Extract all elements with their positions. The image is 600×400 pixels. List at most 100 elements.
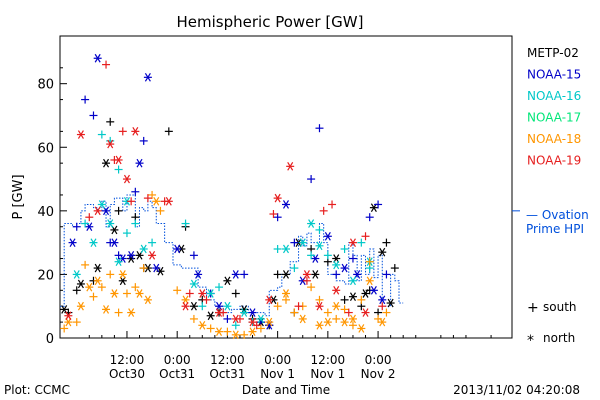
point-noaa-18-north [282, 289, 290, 298]
y-axis-ticks: 0 20 40 60 80 [37, 67, 67, 347]
point-noaa-16-north [256, 314, 265, 324]
point-noaa-19-south [361, 232, 370, 241]
point-noaa-18-north [357, 324, 366, 333]
point-noaa-16-north [189, 279, 198, 289]
point-metp-02-north [361, 289, 370, 298]
point-noaa-18-south [89, 292, 98, 301]
marker-key-north-label: north [543, 331, 575, 345]
point-noaa-18-north [378, 317, 387, 327]
point-noaa-19-south [344, 308, 353, 317]
point-metp-02-south [114, 206, 123, 215]
point-noaa-19-north [181, 301, 190, 311]
point-noaa-16-north [348, 276, 357, 286]
point-noaa-18-north [298, 314, 307, 324]
point-noaa-19-north [131, 127, 140, 136]
ovation-legend-label: — Ovation [526, 208, 589, 222]
point-metp-02-north [378, 247, 387, 257]
ovation-legend-label-2: Prime HPI [526, 222, 584, 236]
point-noaa-15-south [307, 175, 316, 184]
point-noaa-16-south [181, 219, 190, 228]
point-metp-02-north [311, 270, 320, 279]
legend-entry: NOAA-19 [527, 154, 581, 168]
point-noaa-16-north [72, 270, 81, 279]
x-tick-label-time: 12:00 [311, 353, 346, 367]
point-noaa-19-north [93, 206, 102, 216]
point-noaa-19-north [315, 301, 324, 311]
point-noaa-15-north [378, 295, 387, 305]
point-noaa-15-south [223, 314, 232, 323]
point-noaa-15-south [72, 222, 81, 231]
point-noaa-18-south [273, 302, 282, 311]
point-metp-02-north [282, 270, 290, 279]
point-noaa-19-north [302, 270, 311, 279]
point-noaa-15-north [152, 263, 161, 273]
point-noaa-16-south [290, 264, 299, 273]
point-noaa-19-south [328, 200, 337, 209]
point-noaa-19-north [114, 155, 123, 165]
point-noaa-16-north [315, 241, 324, 251]
x-tick-label-date: Oct31 [209, 367, 245, 381]
point-noaa-15-south [332, 270, 341, 279]
marker-key-south-label: south [543, 300, 577, 314]
point-noaa-19-south [378, 302, 387, 311]
point-noaa-16-north [114, 257, 123, 267]
footer-timestamp: 2013/11/02 04:20:08 [453, 383, 580, 397]
point-noaa-15-north [369, 285, 378, 295]
x-tick-label-time: 0:00 [164, 353, 191, 367]
point-noaa-18-south [173, 286, 182, 295]
point-noaa-18-south [240, 330, 249, 339]
point-noaa-19-north [286, 162, 295, 171]
point-noaa-15-south [240, 270, 249, 279]
point-metp-02-north [386, 298, 395, 308]
y-tick-label: 0 [46, 332, 54, 347]
point-noaa-18-south [206, 324, 215, 333]
point-metp-02-south [164, 127, 173, 136]
y-tick-label: 40 [37, 205, 54, 220]
point-noaa-15-north [110, 238, 119, 247]
point-noaa-15-south [139, 136, 148, 145]
point-noaa-16-south [315, 225, 324, 234]
point-noaa-19-south [294, 302, 303, 311]
point-noaa-18-north [340, 317, 349, 327]
point-metp-02-north [76, 279, 85, 289]
point-noaa-19-north [76, 130, 85, 139]
point-noaa-18-south [156, 206, 165, 215]
point-noaa-18-south [139, 264, 148, 273]
point-noaa-19-south [202, 295, 211, 304]
point-noaa-18-north [110, 289, 119, 298]
x-tick-label-time: 12:00 [210, 353, 245, 367]
point-noaa-19-north [164, 196, 173, 206]
point-metp-02-north [189, 301, 198, 311]
point-noaa-18-north [231, 330, 240, 340]
point-noaa-16-north [106, 219, 115, 228]
point-noaa-18-north [198, 320, 207, 330]
point-noaa-16-north [240, 308, 249, 317]
point-noaa-18-north [152, 196, 161, 206]
point-noaa-19-north [265, 295, 274, 305]
point-noaa-16-south [122, 229, 131, 238]
point-noaa-15-south [374, 200, 383, 209]
data-markers [60, 53, 399, 340]
marker-key-south: + south [527, 300, 577, 316]
point-noaa-16-south [148, 238, 157, 247]
legend-entry: NOAA-15 [527, 68, 581, 82]
y-tick-label: 80 [37, 78, 54, 93]
point-noaa-15-south [348, 254, 357, 263]
point-noaa-16-north [332, 260, 341, 270]
point-noaa-18-south [382, 308, 391, 317]
x-tick-label-time: 0:00 [365, 353, 392, 367]
point-noaa-19-south [269, 210, 278, 219]
point-noaa-18-north [365, 276, 374, 286]
x-tick-label-date: Oct30 [109, 367, 145, 381]
legend-entry: METP-02 [527, 46, 579, 60]
point-noaa-18-south [323, 308, 332, 317]
point-noaa-15-north [282, 200, 290, 209]
ovation-prime-hpi-line [60, 194, 520, 317]
point-noaa-15-north [323, 231, 332, 241]
x-tick-label-time: 12:00 [110, 353, 145, 367]
point-noaa-16-north [307, 219, 316, 228]
point-metp-02-north [93, 263, 102, 273]
point-noaa-18-north [215, 327, 224, 336]
point-noaa-16-south [273, 244, 282, 253]
